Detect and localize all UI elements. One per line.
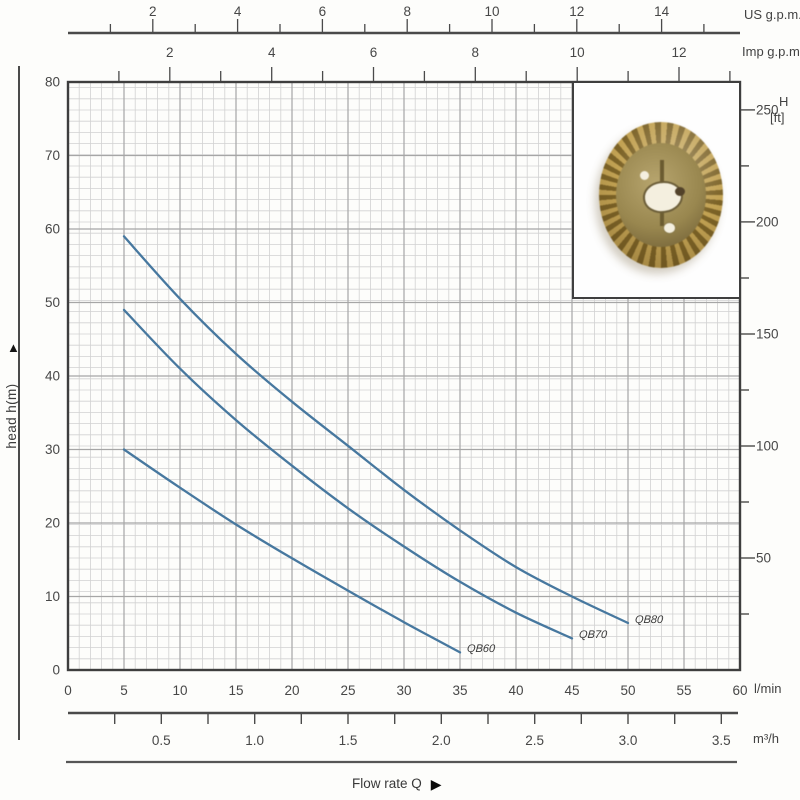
impeller-small-hole-top [640,171,650,181]
us-gpm-tick-label: 6 [319,4,327,19]
us-gpm-tick-label: 4 [234,4,242,19]
m3h-tick-label: 2.0 [432,733,451,748]
imp-gpm-tick-label: 10 [570,45,585,60]
imp-gpm-tick-label: 2 [166,45,174,60]
curve-label-qb60: QB60 [466,643,496,656]
impeller-keyway-bottom [660,203,665,227]
impeller-keyway-top [660,159,665,183]
lmin-tick-label: 20 [284,683,299,698]
lmin-tick-label: 45 [564,683,579,698]
us-gpm-tick-label: 8 [403,4,411,19]
flow-direction-arrow-icon: ▶ [430,775,442,792]
head-axis-title: head h(m) [4,383,19,449]
lmin-tick-label: 30 [396,683,411,698]
impeller-small-hole-bottom [662,222,676,235]
head-m-tick-label: 50 [45,295,60,310]
m3h-tick-label: 1.5 [339,733,358,748]
head-ft-tick-label: 50 [756,551,771,566]
imp-gpm-tick-label: 8 [472,45,480,60]
imp-gpm-axis-unit-label: Imp g.p.m. [742,44,800,59]
imp-gpm-tick-label: 6 [370,45,378,60]
m3h-tick-label: 3.5 [712,733,731,748]
pump-curve-qb70 [122,308,574,640]
lmin-tick-label: 15 [228,683,243,698]
impeller-photo [599,122,723,268]
head-ft-axis-h-label: H [779,94,789,109]
pump-curve-qb60 [122,448,462,654]
imp-gpm-tick-label: 4 [268,45,276,60]
m3h-tick-label: 0.5 [152,733,171,748]
head-ft-axis-ft-label: [ft] [770,110,785,125]
lmin-tick-label: 0 [64,683,72,698]
flow-rate-axis-title: Flow rate Q ▶ [352,776,442,791]
impeller-disc [616,143,706,247]
m3h-tick-label: 3.0 [619,733,638,748]
head-m-tick-label: 40 [45,369,60,384]
head-m-tick-label: 30 [45,442,60,457]
lmin-axis-unit-label: l/min [754,681,782,696]
m3h-tick-label: 2.5 [525,733,544,748]
head-m-tick-label: 80 [45,75,60,90]
impeller-center-hole [640,178,686,216]
m3h-axis-unit-label: m³/h [753,731,779,746]
lmin-tick-label: 5 [120,683,128,698]
us-gpm-axis-unit-label: US g.p.m. [744,7,800,22]
head-m-tick-label: 60 [45,222,60,237]
flow-rate-text: Flow rate Q [352,776,422,791]
lmin-tick-label: 55 [676,683,691,698]
us-gpm-tick-label: 2 [149,4,157,19]
us-gpm-tick-label: 14 [654,4,670,19]
head-ft-tick-label: 100 [756,439,779,454]
impeller-photo-inset [572,83,739,299]
impeller-dark-hole [675,186,686,196]
curve-label-qb80: QB80 [634,613,664,626]
head-m-tick-label: 70 [45,148,60,163]
us-gpm-tick-label: 12 [569,4,584,19]
lmin-tick-label: 25 [340,683,355,698]
pump-curve-qb80 [122,235,630,625]
head-axis-up-arrow-icon: ▲ [7,340,20,355]
lmin-tick-label: 50 [620,683,635,698]
m3h-tick-label: 1.0 [245,733,264,748]
imp-gpm-tick-label: 12 [671,45,686,60]
curve-label-qb70: QB70 [578,629,608,642]
lmin-tick-label: 60 [732,683,747,698]
head-ft-tick-label: 150 [756,327,779,342]
lmin-tick-label: 40 [508,683,523,698]
us-gpm-tick-label: 10 [484,4,499,19]
head-m-tick-label: 20 [45,516,60,531]
head-m-tick-label: 10 [45,589,60,604]
head-ft-tick-label: 200 [756,214,779,229]
head-ft-tick-label: 250 [756,102,779,117]
lmin-tick-label: 35 [452,683,467,698]
lmin-tick-label: 10 [172,683,187,698]
plot-border [66,80,742,672]
head-m-tick-label: 0 [52,663,60,678]
